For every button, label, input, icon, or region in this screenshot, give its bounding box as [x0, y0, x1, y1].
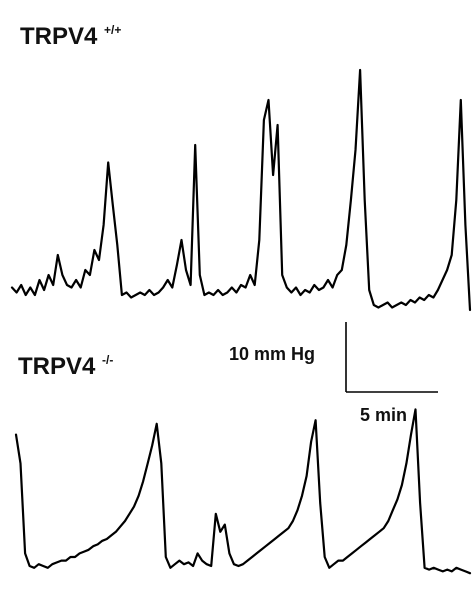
top-trace-group [10, 68, 472, 312]
top-panel-name: TRPV4 [20, 23, 98, 50]
bottom-panel-superscript: -/- [102, 353, 113, 367]
top-pressure-trace [10, 68, 472, 312]
scale-bar-x-label: 5 min [360, 405, 407, 425]
bottom-pressure-trace [14, 408, 472, 575]
top-panel-superscript: +/+ [104, 23, 121, 37]
top-panel-label: TRPV4 +/+ [20, 23, 121, 50]
bottom-panel-label: TRPV4 -/- [18, 353, 113, 380]
scale-bar: 10 mm Hg 5 min [229, 322, 438, 425]
scale-bar-y-label: 10 mm Hg [229, 344, 315, 364]
bottom-panel-name: TRPV4 [18, 353, 96, 380]
bottom-trace-group [14, 408, 472, 575]
